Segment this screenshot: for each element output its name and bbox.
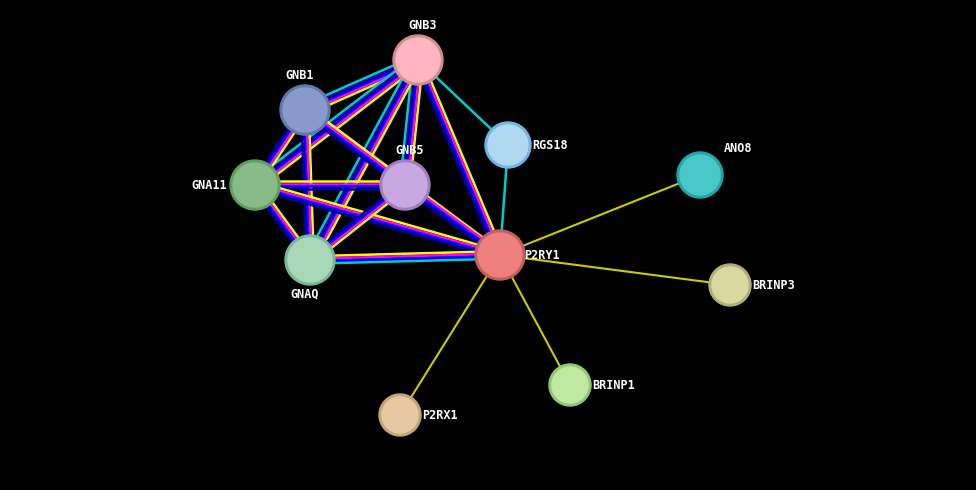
Text: GNB5: GNB5 <box>395 144 425 157</box>
Text: BRINP3: BRINP3 <box>752 278 794 292</box>
Circle shape <box>712 267 748 303</box>
Circle shape <box>488 125 528 165</box>
Circle shape <box>383 163 427 207</box>
Circle shape <box>680 155 720 195</box>
Circle shape <box>709 264 751 306</box>
Text: ANO8: ANO8 <box>724 142 752 155</box>
Circle shape <box>549 364 591 406</box>
Circle shape <box>288 238 332 282</box>
Circle shape <box>677 152 723 198</box>
Text: GNB3: GNB3 <box>409 19 437 32</box>
Text: GNAQ: GNAQ <box>291 287 319 300</box>
Circle shape <box>230 160 280 210</box>
Text: RGS18: RGS18 <box>532 139 568 151</box>
Circle shape <box>396 38 440 82</box>
Circle shape <box>485 122 531 168</box>
Circle shape <box>552 367 588 403</box>
Circle shape <box>233 163 277 207</box>
Circle shape <box>280 85 330 135</box>
Circle shape <box>475 230 525 280</box>
Text: P2RX1: P2RX1 <box>422 409 458 421</box>
Circle shape <box>379 394 421 436</box>
Text: P2RY1: P2RY1 <box>524 248 559 262</box>
Circle shape <box>478 233 522 277</box>
Text: GNB1: GNB1 <box>286 69 314 82</box>
Circle shape <box>283 88 327 132</box>
Circle shape <box>285 235 335 285</box>
Circle shape <box>382 397 418 433</box>
Circle shape <box>380 160 430 210</box>
Circle shape <box>393 35 443 85</box>
Text: GNA11: GNA11 <box>191 178 227 192</box>
Text: BRINP1: BRINP1 <box>592 378 634 392</box>
